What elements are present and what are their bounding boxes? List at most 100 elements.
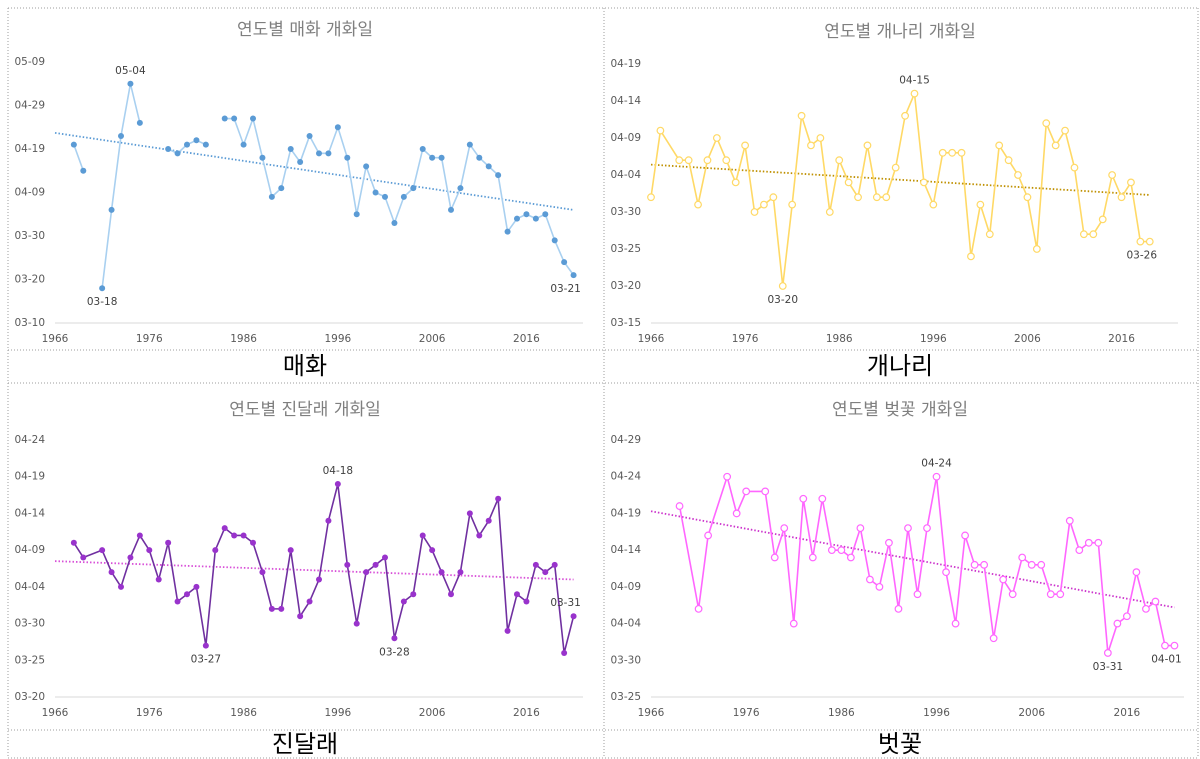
data-point (99, 547, 106, 554)
data-point (846, 553, 855, 562)
data-point (1108, 171, 1117, 179)
data-point (694, 200, 702, 209)
data-point (250, 115, 256, 122)
data-label: 03-28 (379, 646, 410, 658)
chart-title: 연도별 개나리 개화일 (824, 22, 976, 42)
data-point (438, 569, 445, 576)
data-point (221, 115, 228, 122)
data-point (1136, 237, 1145, 246)
x-tick-label: 1996 (920, 333, 947, 345)
caption: 개나리 (867, 352, 933, 380)
trendline (650, 163, 1150, 196)
data-point (1127, 178, 1135, 187)
data-point (1084, 538, 1093, 547)
data-point (656, 126, 665, 135)
x-tick-label: 1996 (324, 333, 351, 345)
data-point (976, 200, 985, 209)
data-point (485, 517, 492, 524)
data-point (212, 547, 219, 554)
data-point (419, 532, 426, 539)
chart: 연도별 개나리 개화일 03-15 03-20 03-25 03-30 04-04 04-0… (610, 22, 1178, 345)
data-point (1142, 604, 1150, 613)
data-point (372, 189, 379, 196)
data-point (856, 524, 865, 533)
data-point (99, 285, 106, 292)
data-point (438, 154, 445, 161)
x-tick-label: 2006 (1014, 333, 1041, 345)
data-point (1070, 163, 1079, 172)
data-label: 03-31 (1093, 661, 1124, 673)
data-point (942, 568, 950, 577)
data-point (259, 154, 266, 161)
data-point (789, 619, 798, 628)
y-tick-label: 03-15 (610, 317, 641, 329)
data-point (901, 111, 909, 120)
data-point (542, 211, 549, 218)
data-point (466, 141, 473, 148)
data-point (647, 193, 655, 202)
data-point (240, 141, 247, 148)
data-point (504, 627, 511, 634)
data-point (221, 525, 228, 532)
chart: 연도별 진달래 개화일 03-20 03-25 03-30 04-04 04-09 04-1… (14, 400, 583, 719)
data-point (835, 156, 844, 165)
data-point (1014, 171, 1022, 179)
data-point (136, 119, 143, 126)
data-point (268, 193, 275, 200)
data-point (929, 200, 938, 209)
data-point (325, 517, 332, 524)
y-tick-label: 03-25 (610, 243, 641, 255)
data-point (231, 115, 238, 122)
data-point (287, 547, 294, 554)
data-point (457, 569, 464, 576)
data-point (741, 141, 750, 150)
data-point (193, 583, 200, 590)
data-point (788, 200, 797, 209)
data-point (1008, 590, 1017, 599)
data-point (723, 472, 732, 481)
data-point (1037, 560, 1046, 569)
x-tick-label: 1976 (733, 707, 760, 719)
data-label: 05-04 (115, 65, 146, 77)
x-tick-label: 1966 (42, 333, 69, 345)
data-point (382, 193, 388, 200)
data-point (259, 569, 266, 576)
data-point (799, 494, 808, 503)
data-point (297, 159, 304, 166)
data-point (923, 524, 931, 533)
data-point (891, 163, 900, 172)
data-point (561, 259, 568, 266)
x-tick-label: 1996 (923, 707, 950, 719)
data-point (410, 185, 417, 192)
data-point (504, 228, 511, 235)
data-point (885, 538, 893, 547)
data-point (1075, 546, 1084, 555)
data-point (363, 163, 370, 170)
x-tick-label: 1986 (828, 707, 855, 719)
data-point (118, 132, 124, 139)
data-point (712, 134, 721, 142)
data-point (967, 252, 975, 261)
data-point (278, 185, 285, 192)
x-tick-label: 1986 (230, 707, 257, 719)
data-point (419, 146, 426, 152)
data-point (760, 200, 768, 209)
data-point (155, 576, 162, 583)
y-tick-label: 04-24 (610, 471, 641, 483)
data-point (146, 547, 153, 554)
y-tick-label: 04-09 (610, 581, 641, 593)
data-point (514, 591, 520, 598)
data-point (429, 547, 436, 554)
data-point (240, 532, 247, 539)
data-point (268, 605, 275, 612)
data-point (136, 532, 143, 539)
data-point (250, 539, 256, 546)
data-point (913, 590, 922, 599)
data-point (731, 178, 740, 187)
x-tick-label: 1976 (732, 333, 759, 345)
trendline (54, 560, 574, 581)
data-point (910, 89, 919, 98)
data-point (400, 193, 407, 200)
data-point (353, 620, 360, 627)
x-tick-label: 2016 (1108, 333, 1135, 345)
